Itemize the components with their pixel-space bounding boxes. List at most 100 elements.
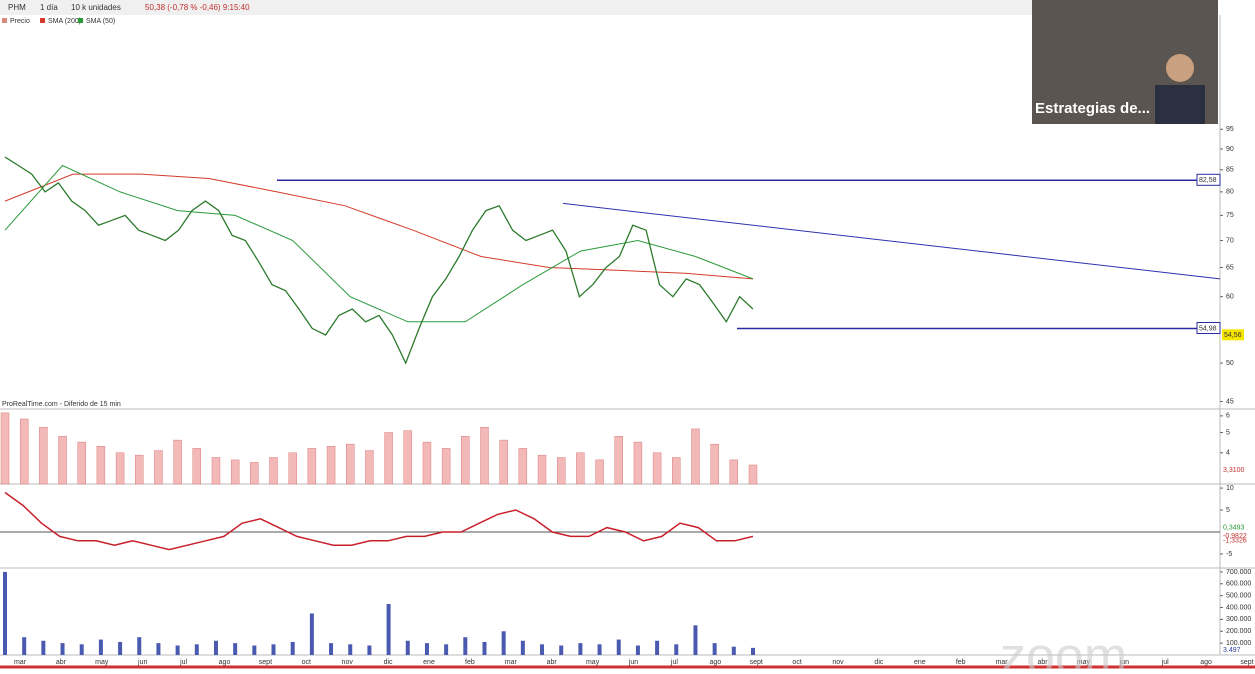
volume-bar [22,637,27,655]
x-tick-label: ago [709,659,721,666]
level-label: 82,58 [1199,177,1217,184]
x-tick-label: may [95,659,109,666]
indicator-bar [135,454,144,485]
trendline [562,202,1221,280]
y-tick-label: 95 [1226,126,1234,133]
indicator-last: 3,3100 [1223,467,1245,474]
y-tick-label: 500.000 [1226,592,1251,599]
indicator-bar [633,441,643,485]
volume-bar [118,641,123,655]
watermark: zoom [1000,628,1127,669]
indicator-bar [614,436,623,485]
volume-bar [60,643,65,655]
y-tick-label: 600.000 [1226,581,1251,588]
x-tick-label: ene [423,659,435,666]
indicator-bar [499,439,508,485]
y-tick-label: 70 [1226,237,1234,244]
indicator-bar [192,448,201,485]
y-tick-label: 6 [1226,413,1230,420]
indicator-bar [729,459,739,485]
indicator-bar [346,443,355,485]
volume-bar [194,644,199,655]
indicator-bar [518,448,528,485]
y-tick-label: 45 [1226,398,1234,405]
x-tick-label: mar [505,659,518,666]
volume-bar [463,637,468,655]
indicator-bar [403,430,412,485]
indicator-bar [461,436,470,485]
volume-bar [616,639,621,655]
volume-bar [520,640,525,655]
x-tick-label: jun [1119,659,1129,666]
indicator-bar [115,452,125,485]
price-line [4,156,754,365]
x-tick-label: may [1077,659,1091,666]
last-price-box [1222,329,1244,341]
volume-bar [79,644,84,655]
x-tick-label: oct [792,659,801,666]
x-tick-label: jul [1161,659,1169,666]
indicator-bar [365,450,374,485]
symbol[interactable]: PHM [8,3,26,12]
indicator-bar [480,426,489,485]
units[interactable]: 10 k unidades [71,3,121,12]
x-tick-label: feb [956,659,966,666]
volume-bar [751,647,755,655]
x-tick-label: jun [137,659,147,666]
indicator-bar [96,446,106,485]
indicator-bar [230,459,240,485]
indicator-bar [422,441,432,485]
y-tick-label: 5 [1226,429,1230,436]
x-tick-label: jul [670,659,678,666]
volume-bar [213,640,218,655]
volume-bar [424,643,429,655]
indicator-bar [710,443,719,485]
volume-bar [444,644,449,655]
y-tick-label: 60 [1226,294,1234,301]
x-tick-label: may [586,659,600,666]
volume-bar [386,603,391,655]
x-tick-label: mar [14,659,27,666]
indicator-bar [537,454,547,485]
indicator-bar [384,432,393,485]
indicator-bar [173,439,182,485]
x-tick-label: ago [219,659,231,666]
x-tick-label: feb [465,659,475,666]
volume-bar [233,643,238,655]
x-tick-label: jul [179,659,187,666]
indicator-bar [595,459,604,485]
volume-bar [329,643,334,655]
legend-label: SMA (200) [48,18,81,25]
interval[interactable]: 1 día [40,3,58,12]
macd-line [4,491,754,551]
x-tick-label: abr [1037,659,1048,666]
sma200-line [4,173,754,280]
volume-bar [290,641,295,655]
person-head [1166,54,1194,82]
source: ProRealTime.com - Diferido de 15 min [2,401,121,408]
volume-bar [98,639,103,655]
level-label-box [1196,321,1221,334]
toolbar [0,0,1032,15]
volume-bar [559,645,564,655]
indicator-bar [250,462,259,485]
indicator-bar [288,452,297,485]
last-price-label: 54,56 [1224,332,1242,339]
volume-bar [674,644,679,655]
volume-bar [271,644,276,655]
volume-bar [597,644,602,655]
indicator-bar [211,457,221,485]
y-tick-label: -5 [1226,551,1232,558]
macd-label: -0,9822 [1223,533,1247,540]
volume-bar [540,644,545,655]
volume-bar [309,613,314,655]
level-label: 54,98 [1199,325,1217,332]
indicator-bar [154,450,163,485]
x-tick-label: oct [302,659,311,666]
x-tick-label: nov [832,659,844,666]
volume-bar [405,640,410,655]
volume-bar [731,646,736,655]
x-tick-label: jun [628,659,638,666]
y-tick-label: 5 [1226,507,1230,514]
